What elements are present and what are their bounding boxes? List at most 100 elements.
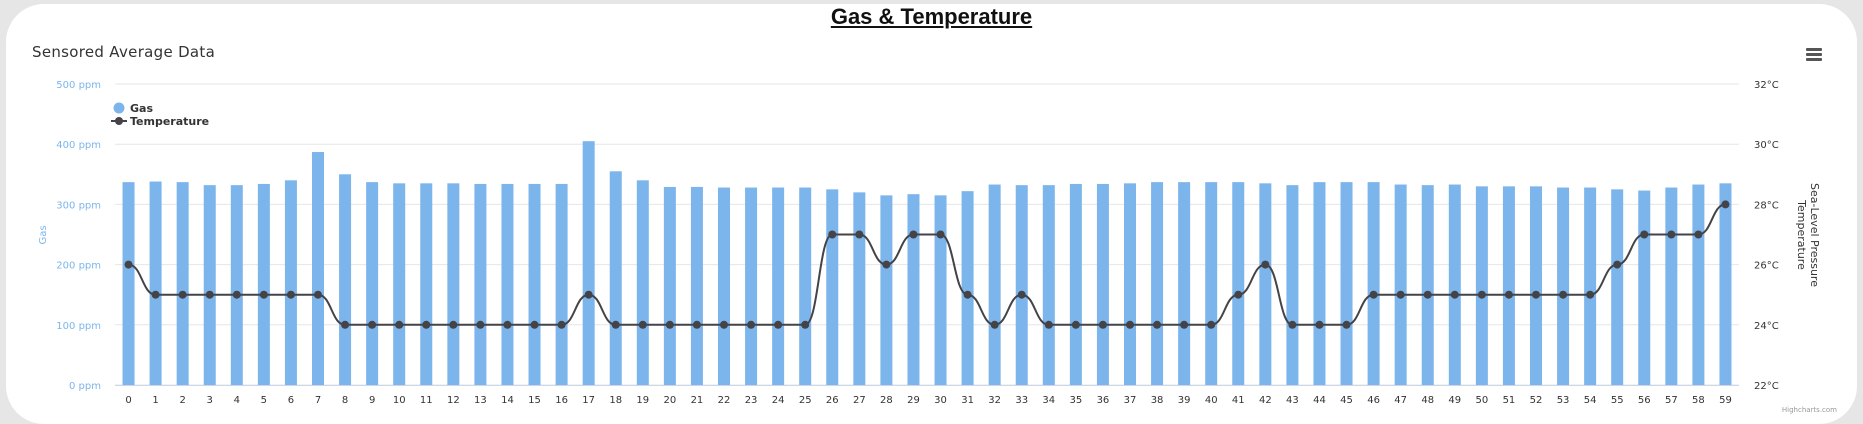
temperature-point — [692, 320, 701, 329]
temperature-point — [747, 320, 756, 329]
gas-bar — [636, 180, 649, 385]
temperature-point — [801, 320, 810, 329]
temperature-point — [936, 230, 945, 239]
gas-bar — [1530, 186, 1542, 385]
right-axis-title-line1: Sea-Level Pressure — [1808, 183, 1821, 287]
temperature-point — [1504, 290, 1513, 299]
chart-title: Sensored Average Data — [32, 43, 216, 61]
temperature-point — [1126, 320, 1134, 329]
x-tick-label: 4 — [234, 395, 240, 406]
right-tick-label: 24°C — [1754, 321, 1779, 332]
left-tick-label: 500 ppm — [56, 80, 101, 91]
temperature-point — [1234, 290, 1243, 299]
hamburger-menu-icon[interactable] — [1806, 48, 1824, 62]
x-tick-label: 8 — [342, 395, 348, 406]
gas-bar — [934, 195, 947, 385]
gas-bar — [663, 186, 676, 385]
credits-link[interactable]: Highcharts.com — [1781, 406, 1837, 414]
x-tick-label: 34 — [1042, 395, 1055, 406]
x-tick-label: 49 — [1448, 395, 1461, 406]
gas-bar — [257, 183, 270, 385]
x-tick-label: 7 — [315, 395, 321, 406]
gas-bar — [1151, 182, 1164, 385]
gas-bar — [1475, 186, 1488, 385]
temperature-point — [855, 230, 864, 239]
gas-bar — [1665, 187, 1678, 385]
temperature-point — [314, 290, 322, 299]
gas-bar — [1638, 190, 1651, 385]
temperature-point — [503, 320, 512, 329]
legend-item-gas[interactable]: Gas — [113, 102, 154, 115]
temperature-point — [449, 320, 458, 329]
temperature-point — [1559, 290, 1568, 299]
temperature-point — [422, 320, 431, 329]
x-tick-label: 44 — [1313, 395, 1326, 406]
temperature-point — [1153, 320, 1162, 329]
left-tick-label: 200 ppm — [56, 261, 101, 272]
gas-bar — [582, 141, 595, 385]
temperature-point — [1694, 230, 1703, 239]
temperature-point — [1261, 260, 1270, 269]
gas-bar — [1367, 182, 1380, 385]
legend-item-temperature[interactable]: Temperature — [111, 115, 209, 128]
legend[interactable]: Gas Temperature — [111, 102, 209, 128]
x-tick-label: 9 — [369, 395, 375, 406]
x-tick-label: 15 — [528, 395, 541, 406]
x-tick-label: 24 — [772, 395, 785, 406]
temperature-point — [882, 260, 891, 269]
temperature-point — [1640, 230, 1649, 239]
temperature-point — [557, 320, 566, 329]
gas-bar — [1719, 183, 1732, 385]
x-tick-label: 51 — [1503, 395, 1516, 406]
x-tick-label: 16 — [555, 395, 568, 406]
x-tick-label: 12 — [447, 395, 460, 406]
x-tick-label: 23 — [745, 395, 758, 406]
x-tick-label: 25 — [799, 395, 812, 406]
temperature-point — [1017, 290, 1026, 299]
gas-bar — [961, 191, 974, 385]
temperature-point — [151, 290, 160, 299]
gas-bar — [609, 171, 622, 385]
left-tick-label: 400 ppm — [56, 140, 101, 151]
gas-bar — [1340, 182, 1353, 385]
x-tick-label: 39 — [1178, 395, 1191, 406]
gas-bar — [718, 187, 730, 385]
gas-bar — [1692, 184, 1705, 385]
gas-bar — [420, 183, 433, 385]
x-tick-label: 2 — [179, 395, 185, 406]
temperature-point — [259, 290, 268, 299]
gas-bar — [1313, 182, 1326, 385]
right-tick-label: 32°C — [1754, 80, 1779, 91]
temperature-point — [720, 320, 728, 329]
gas-bar — [339, 174, 352, 385]
gas-bar — [501, 183, 514, 385]
gas-bar — [826, 189, 839, 385]
gas-bar — [447, 183, 460, 385]
left-tick-label: 100 ppm — [56, 321, 101, 332]
gas-bar — [1015, 185, 1028, 385]
temperature-series — [124, 200, 1730, 329]
left-tick-label: 0 ppm — [69, 381, 101, 392]
temperature-point — [1071, 320, 1080, 329]
gas-bar — [1611, 189, 1624, 385]
gas-bar — [1069, 183, 1082, 385]
temperature-point — [584, 290, 593, 299]
temperature-point — [1532, 290, 1540, 299]
temperature-point — [1342, 320, 1351, 329]
legend-gas-label: Gas — [130, 102, 153, 115]
gas-bar — [149, 181, 162, 385]
temperature-point — [530, 320, 539, 329]
gas-bar — [988, 184, 1001, 385]
x-tick-label: 3 — [207, 395, 213, 406]
right-tick-label: 28°C — [1754, 200, 1779, 211]
gas-bar — [799, 187, 812, 385]
x-tick-label: 28 — [880, 395, 893, 406]
gas-series — [122, 141, 1732, 385]
x-tick-label: 1 — [152, 395, 158, 406]
x-tick-label: 21 — [691, 395, 704, 406]
x-tick-label: 17 — [582, 395, 595, 406]
x-tick-label: 13 — [474, 395, 487, 406]
temperature-point — [205, 290, 214, 299]
x-tick-label: 54 — [1584, 395, 1597, 406]
